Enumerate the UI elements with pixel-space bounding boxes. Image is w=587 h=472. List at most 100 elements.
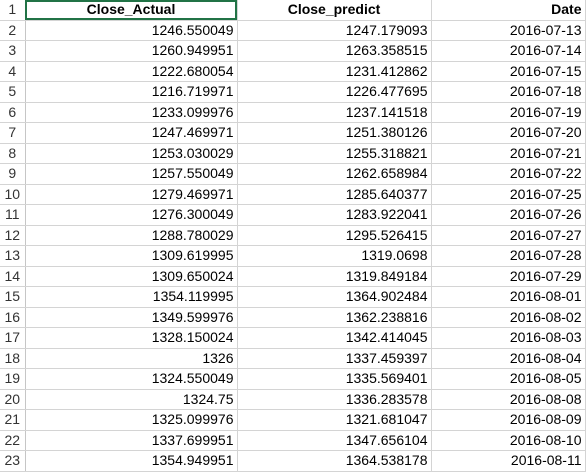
row-number[interactable]: 13 — [0, 245, 26, 267]
cell-close-predict[interactable]: 1342.414045 — [237, 327, 432, 349]
cell-date[interactable]: 2016-07-26 — [431, 204, 586, 226]
cell-date[interactable]: 2016-08-04 — [431, 348, 586, 369]
cell-date[interactable]: 2016-07-28 — [431, 245, 586, 267]
row-number[interactable]: 22 — [0, 430, 26, 451]
row-number[interactable]: 2 — [0, 20, 26, 41]
cell-date[interactable]: 2016-08-08 — [431, 389, 586, 410]
cell-close-actual[interactable]: 1328.150024 — [25, 327, 238, 349]
row-number[interactable]: 14 — [0, 266, 26, 287]
cell-close-actual[interactable]: 1279.469971 — [25, 184, 238, 205]
row-number[interactable]: 8 — [0, 143, 26, 164]
cell-date[interactable]: 2016-08-11 — [431, 450, 586, 472]
cell-date[interactable]: 2016-07-29 — [431, 266, 586, 287]
row-number[interactable]: 4 — [0, 61, 26, 82]
cell-close-actual[interactable]: 1354.949951 — [25, 450, 238, 472]
cell-close-actual[interactable]: 1233.099976 — [25, 102, 238, 123]
row-number[interactable]: 12 — [0, 225, 26, 246]
cell-date[interactable]: 2016-07-14 — [431, 40, 586, 62]
cell-date[interactable]: 2016-07-20 — [431, 122, 586, 144]
row-number[interactable]: 19 — [0, 368, 26, 390]
cell-date[interactable]: 2016-07-27 — [431, 225, 586, 246]
row-number[interactable]: 9 — [0, 163, 26, 185]
table-row: 18 1326 1337.459397 2016-08-04 — [0, 348, 586, 369]
row-number[interactable]: 23 — [0, 450, 26, 472]
cell-date[interactable]: 2016-07-13 — [431, 20, 586, 41]
cell-date[interactable]: 2016-07-18 — [431, 81, 586, 103]
table-row: 21 1325.099976 1321.681047 2016-08-09 — [0, 409, 586, 431]
cell-close-predict[interactable]: 1285.640377 — [237, 184, 432, 205]
cell-close-actual[interactable]: 1222.680054 — [25, 61, 238, 82]
cell-date[interactable]: 2016-07-25 — [431, 184, 586, 205]
cell-close-predict[interactable]: 1319.0698 — [237, 245, 432, 267]
cell-close-actual[interactable]: 1260.949951 — [25, 40, 238, 62]
cell-date[interactable]: 2016-08-02 — [431, 307, 586, 328]
cell-close-actual[interactable]: 1309.619995 — [25, 245, 238, 267]
cell-close-predict[interactable]: 1362.238816 — [237, 307, 432, 328]
cell-close-predict[interactable]: 1347.656104 — [237, 430, 432, 451]
row-number[interactable]: 10 — [0, 184, 26, 205]
cell-close-actual[interactable]: 1247.469971 — [25, 122, 238, 144]
cell-close-predict[interactable]: 1226.477695 — [237, 81, 432, 103]
cell-close-predict[interactable]: 1295.526415 — [237, 225, 432, 246]
cell-close-actual[interactable]: 1326 — [25, 348, 238, 369]
row-number[interactable]: 17 — [0, 327, 26, 349]
row-number[interactable]: 20 — [0, 389, 26, 410]
header-close-predict[interactable]: Close_predict — [237, 0, 432, 21]
row-number[interactable]: 5 — [0, 81, 26, 103]
cell-close-actual[interactable]: 1354.119995 — [25, 286, 238, 308]
cell-date[interactable]: 2016-08-03 — [431, 327, 586, 349]
cell-close-predict[interactable]: 1262.658984 — [237, 163, 432, 185]
cell-close-actual[interactable]: 1324.75 — [25, 389, 238, 410]
cell-close-actual[interactable]: 1349.599976 — [25, 307, 238, 328]
row-number[interactable]: 18 — [0, 348, 26, 369]
row-number[interactable]: 6 — [0, 102, 26, 123]
cell-close-actual[interactable]: 1288.780029 — [25, 225, 238, 246]
row-number[interactable]: 3 — [0, 40, 26, 62]
cell-close-predict[interactable]: 1255.318821 — [237, 143, 432, 164]
cell-close-actual[interactable]: 1309.650024 — [25, 266, 238, 287]
cell-close-actual[interactable]: 1324.550049 — [25, 368, 238, 390]
cell-close-actual[interactable]: 1257.550049 — [25, 163, 238, 185]
table-row: 15 1354.119995 1364.902484 2016-08-01 — [0, 286, 586, 308]
cell-date[interactable]: 2016-08-01 — [431, 286, 586, 308]
cell-close-actual[interactable]: 1337.699951 — [25, 430, 238, 451]
table-row: 6 1233.099976 1237.141518 2016-07-19 — [0, 102, 586, 123]
cell-close-predict[interactable]: 1321.681047 — [237, 409, 432, 431]
table-row: 2 1246.550049 1247.179093 2016-07-13 — [0, 20, 586, 41]
cell-close-predict[interactable]: 1364.902484 — [237, 286, 432, 308]
cell-close-actual[interactable]: 1253.030029 — [25, 143, 238, 164]
cell-close-predict[interactable]: 1337.459397 — [237, 348, 432, 369]
cell-close-predict[interactable]: 1364.538178 — [237, 450, 432, 472]
cell-close-predict[interactable]: 1237.141518 — [237, 102, 432, 123]
header-date[interactable]: Date — [431, 0, 586, 21]
cell-close-actual[interactable]: 1276.300049 — [25, 204, 238, 226]
cell-close-predict[interactable]: 1336.283578 — [237, 389, 432, 410]
cell-close-predict[interactable]: 1283.922041 — [237, 204, 432, 226]
cell-close-predict[interactable]: 1231.412862 — [237, 61, 432, 82]
cell-date[interactable]: 2016-08-09 — [431, 409, 586, 431]
table-row: 13 1309.619995 1319.0698 2016-07-28 — [0, 245, 586, 267]
cell-close-predict[interactable]: 1247.179093 — [237, 20, 432, 41]
cell-date[interactable]: 2016-07-21 — [431, 143, 586, 164]
cell-date[interactable]: 2016-08-05 — [431, 368, 586, 390]
row-number[interactable]: 16 — [0, 307, 26, 328]
header-close-actual[interactable]: Close_Actual — [25, 0, 238, 21]
cell-close-actual[interactable]: 1325.099976 — [25, 409, 238, 431]
cell-close-predict[interactable]: 1263.358515 — [237, 40, 432, 62]
cell-close-actual[interactable]: 1216.719971 — [25, 81, 238, 103]
cell-date[interactable]: 2016-07-19 — [431, 102, 586, 123]
cell-date[interactable]: 2016-07-15 — [431, 61, 586, 82]
table-row: 12 1288.780029 1295.526415 2016-07-27 — [0, 225, 586, 246]
cell-date[interactable]: 2016-08-10 — [431, 430, 586, 451]
cell-close-actual[interactable]: 1246.550049 — [25, 20, 238, 41]
row-number[interactable]: 15 — [0, 286, 26, 308]
row-number[interactable]: 1 — [0, 0, 26, 21]
row-number[interactable]: 11 — [0, 204, 26, 226]
cell-close-predict[interactable]: 1251.380126 — [237, 122, 432, 144]
cell-close-predict[interactable]: 1319.849184 — [237, 266, 432, 287]
row-number[interactable]: 21 — [0, 409, 26, 431]
cell-close-predict[interactable]: 1335.569401 — [237, 368, 432, 390]
cell-date[interactable]: 2016-07-22 — [431, 163, 586, 185]
row-number[interactable]: 7 — [0, 122, 26, 144]
